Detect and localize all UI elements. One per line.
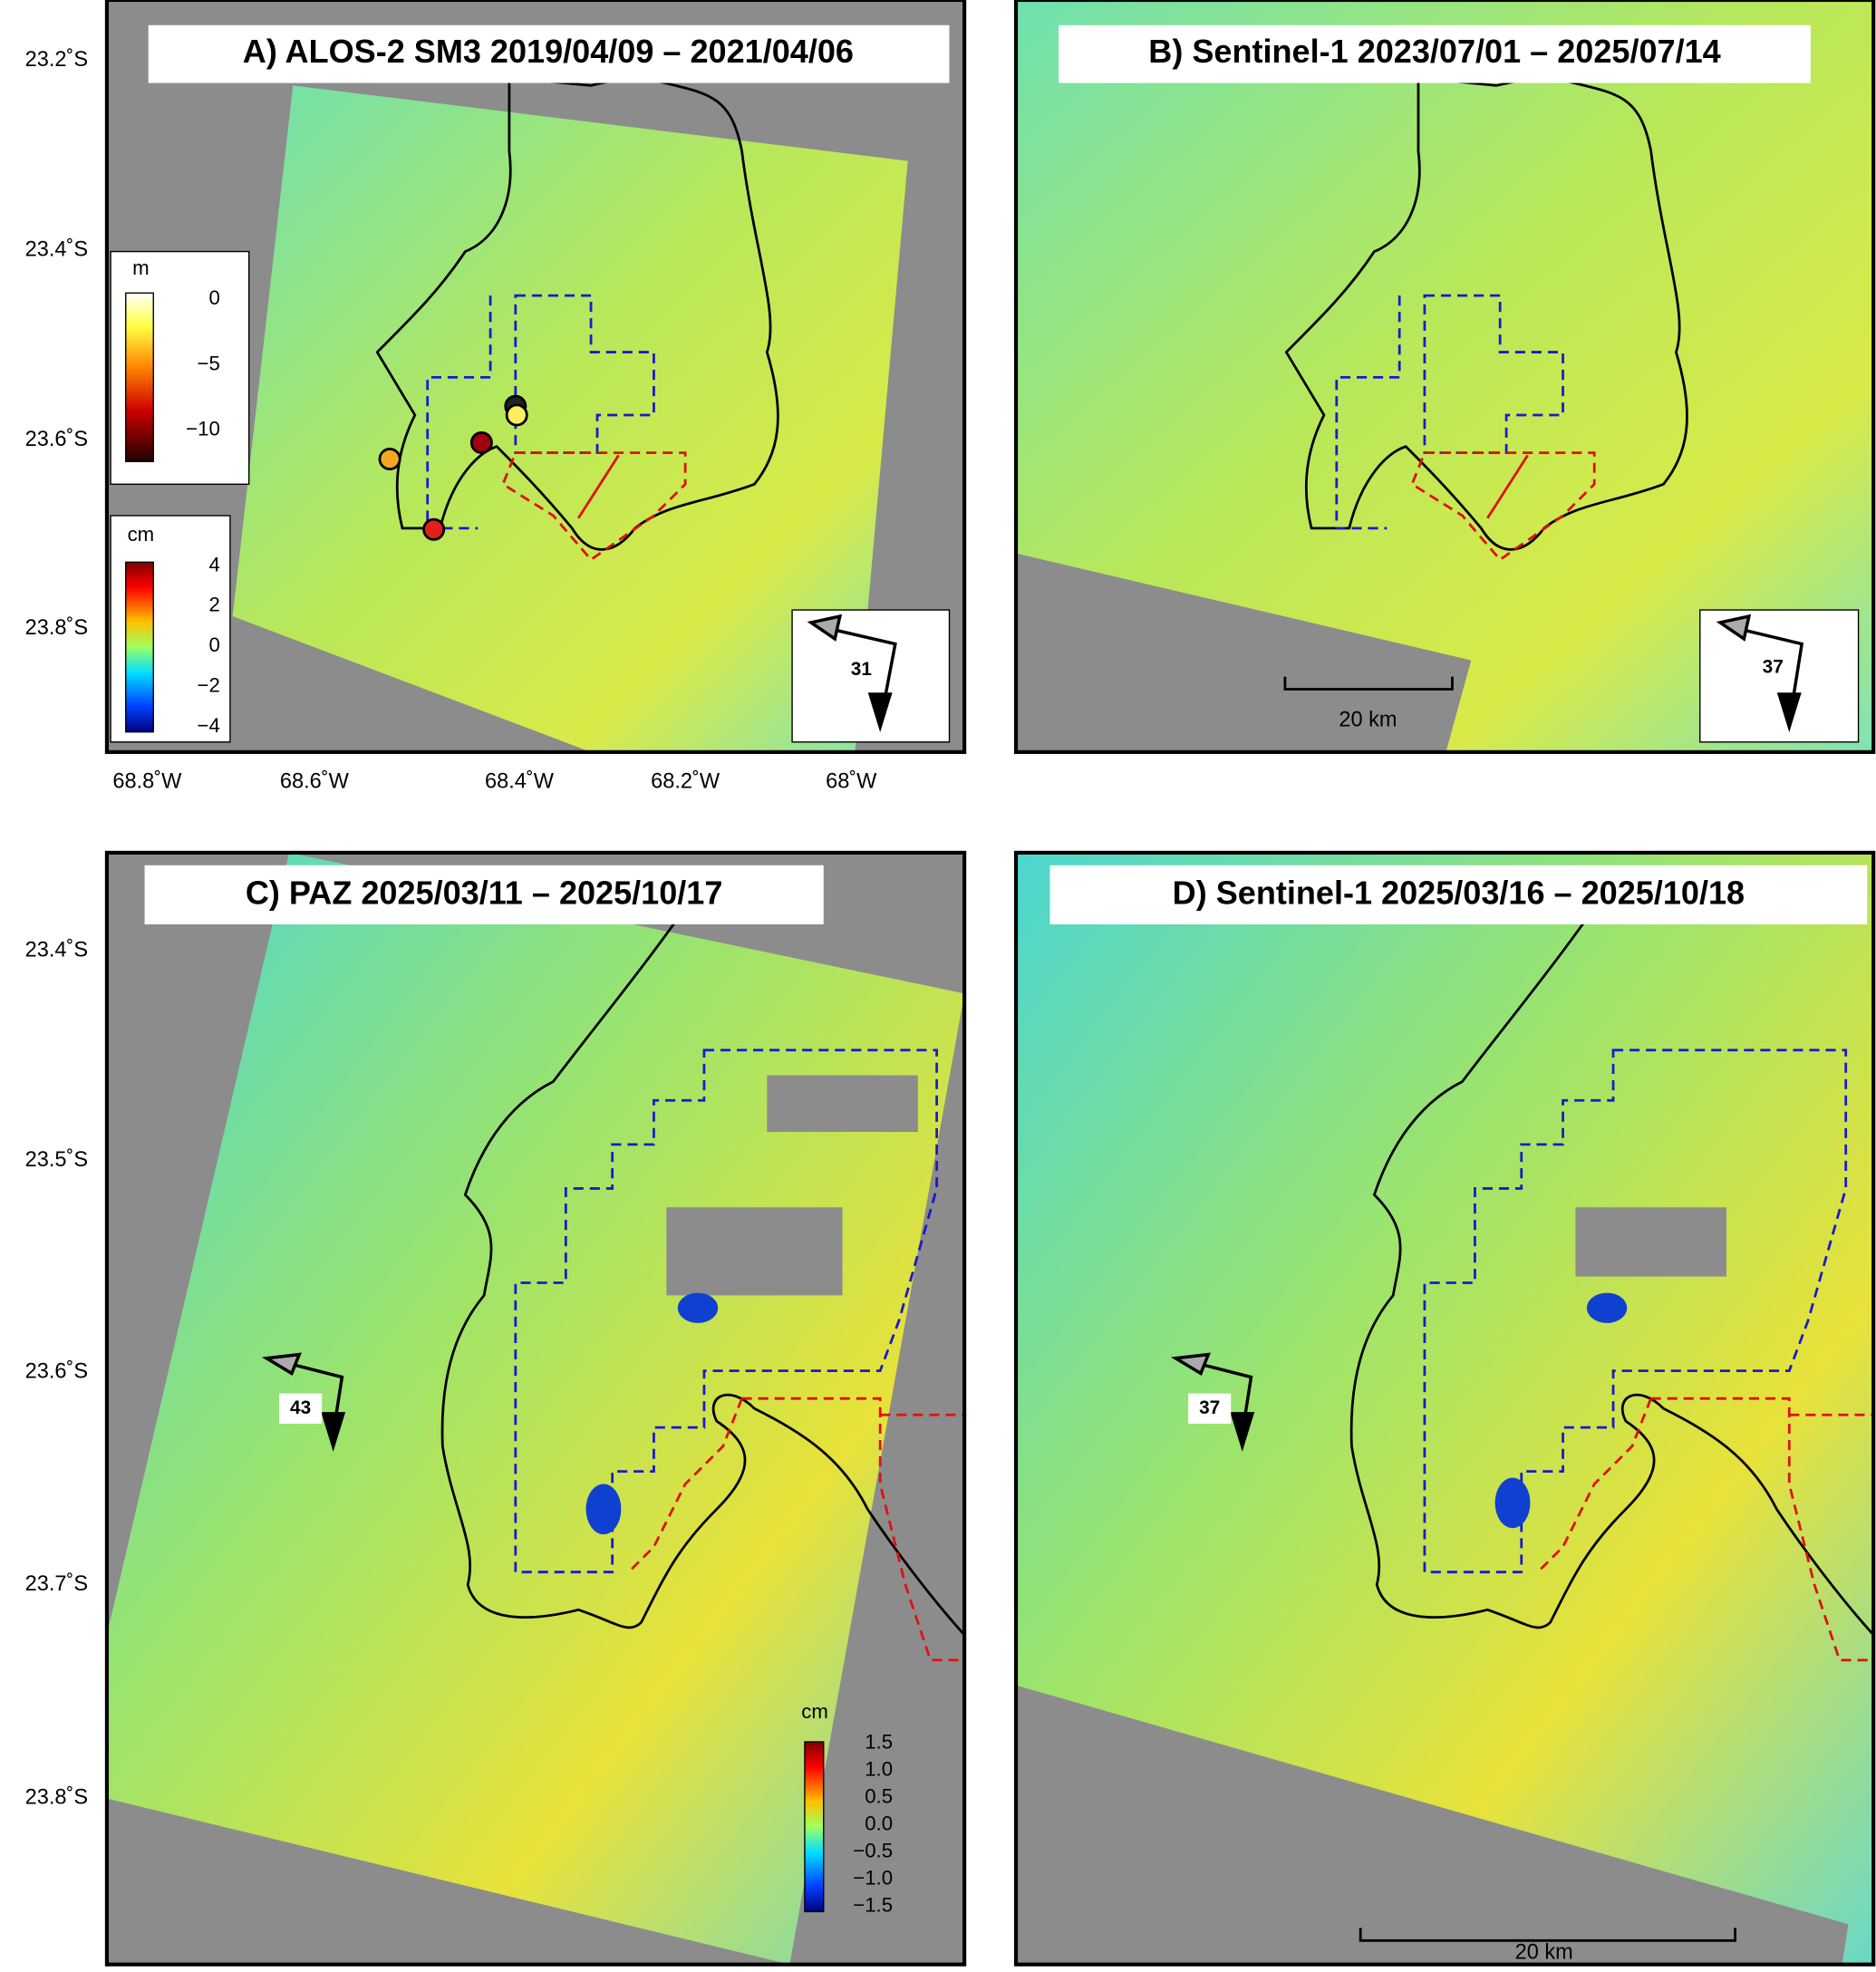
look-box	[791, 609, 951, 743]
panel-a-map	[106, 0, 965, 752]
look-label-box	[279, 1393, 323, 1424]
lon-tick-label: 68.2˚W	[651, 768, 720, 792]
look-angle: 31	[851, 659, 872, 680]
colorbar-unit: m	[132, 256, 149, 279]
lat-tick-label: 23.6˚S	[25, 427, 88, 450]
lon-tick-label: 68.8˚W	[112, 768, 182, 792]
lat-tick-label: 23.4˚S	[25, 237, 88, 260]
scale-bar-label: 20 km	[1339, 707, 1397, 730]
panel-frame	[104, 0, 967, 754]
panel-title: D) Sentinel-1 2025/03/16 – 2025/10/18	[1173, 875, 1745, 912]
lon-tick-label: 68.4˚W	[485, 768, 555, 792]
panel-c-map	[106, 852, 965, 1965]
look-label-box	[1188, 1393, 1232, 1424]
panel-title: B) Sentinel-1 2023/07/01 – 2025/07/14	[1148, 33, 1720, 70]
lat-tick-label: 23.2˚S	[25, 47, 88, 71]
title-box	[148, 24, 950, 83]
colorbar-tick-label: −4	[198, 714, 220, 737]
colorbar-tick-label: 4	[208, 553, 219, 575]
panel-frame	[1013, 850, 1876, 1967]
colorbar-tick-label: −10	[186, 417, 220, 440]
colorbar	[125, 292, 154, 462]
panel-title: A) ALOS-2 SM3 2019/04/09 – 2021/04/06	[243, 33, 854, 70]
colorbar-tick-label: 0	[208, 633, 219, 656]
look-arrow	[261, 1352, 346, 1452]
look-angle: 43	[290, 1397, 311, 1418]
title-box	[144, 865, 824, 924]
colorbar-tick-label: 0.5	[865, 1784, 893, 1807]
lon-tick-label: 68.6˚W	[280, 768, 350, 792]
title-box	[1059, 24, 1811, 83]
lat-tick-label: 23.8˚S	[25, 1785, 88, 1809]
colorbar-unit: cm	[128, 523, 155, 546]
colorbar-tick-label: 1.0	[865, 1757, 893, 1780]
title-box	[1049, 865, 1868, 924]
look-arrow	[807, 614, 897, 733]
lat-tick-label: 23.7˚S	[25, 1571, 88, 1595]
panel-title: C) PAZ 2025/03/11 – 2025/10/17	[246, 875, 723, 912]
colorbar-unit: cm	[801, 1700, 828, 1723]
colorbar-tick-label: −1.0	[853, 1867, 893, 1890]
colorbar	[804, 1741, 825, 1913]
lat-tick-label: 23.6˚S	[25, 1358, 88, 1382]
panel-frame	[104, 850, 967, 1967]
colorbar-tick-label: −5	[198, 352, 220, 374]
colorbar-tick-label: 2	[208, 594, 219, 616]
scale-bar	[1283, 676, 1454, 691]
look-angle: 37	[1763, 656, 1784, 677]
colorbar	[125, 561, 154, 733]
look-angle: 37	[1199, 1397, 1220, 1418]
colorbar-tick-label: 0	[208, 286, 219, 309]
colorbar-tick-label: 1.5	[865, 1730, 893, 1753]
colorbar-tick-label: −1.5	[853, 1894, 893, 1917]
scale-bar	[1359, 1928, 1736, 1942]
colorbar-tick-label: −0.5	[853, 1840, 893, 1862]
colorbar-tick-label: 0.0	[865, 1812, 893, 1834]
colorbar-tick-label: −2	[198, 674, 220, 697]
lat-tick-label: 23.5˚S	[25, 1147, 88, 1171]
scale-bar-label: 20 km	[1515, 1939, 1573, 1963]
look-box	[1699, 609, 1860, 743]
panel-d-map	[1016, 852, 1874, 1965]
lat-tick-label: 23.4˚S	[25, 937, 88, 961]
panel-frame	[1013, 0, 1876, 754]
lon-tick-label: 68˚W	[826, 768, 877, 792]
look-arrow	[1716, 614, 1804, 733]
lat-tick-label: 23.8˚S	[25, 615, 88, 639]
look-arrow	[1170, 1352, 1255, 1452]
